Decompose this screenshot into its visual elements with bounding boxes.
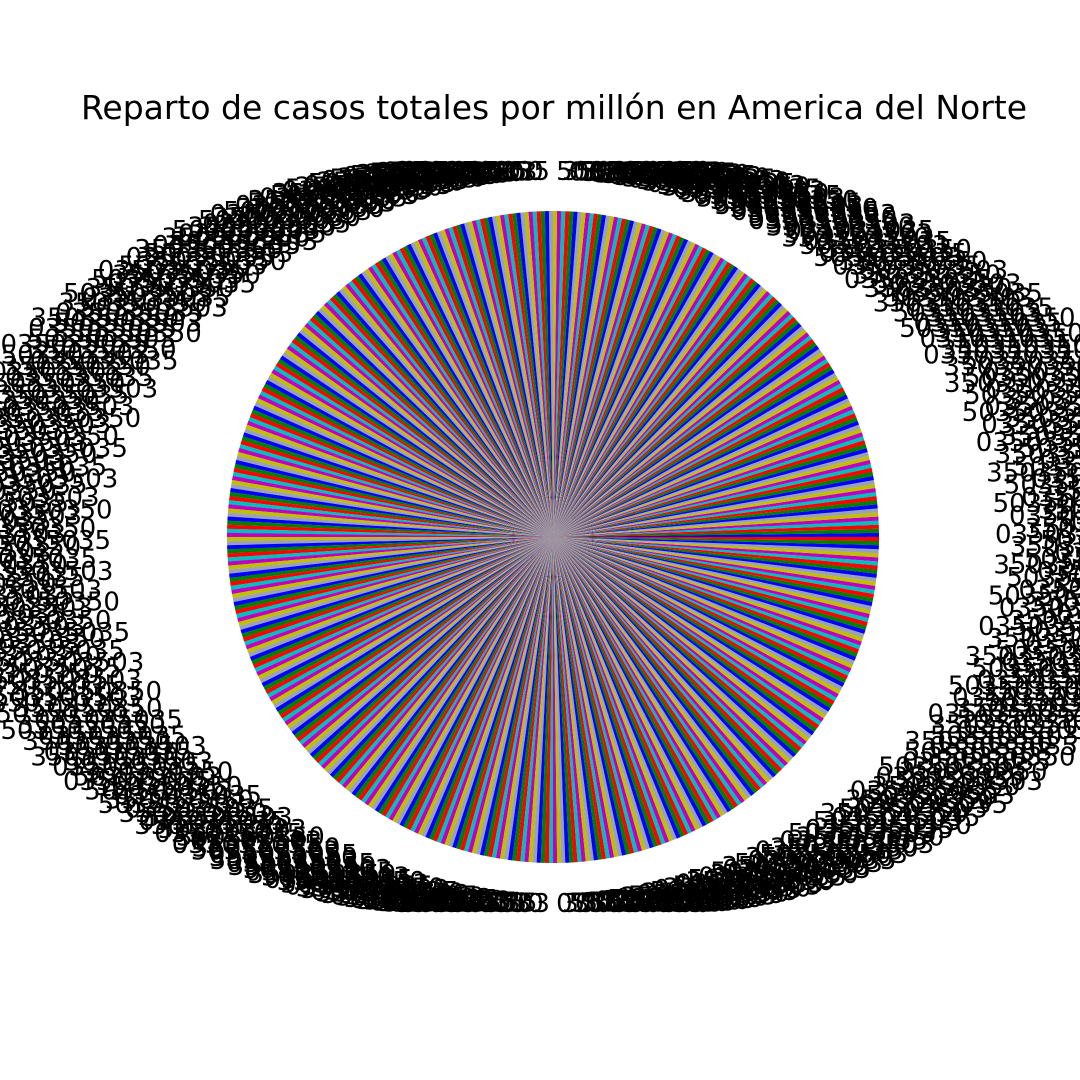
slice-label: 503503503 [1040, 526, 1080, 556]
slice-label: 503503503 [401, 889, 550, 919]
slice-label: 503503503 [556, 157, 705, 187]
pie-slices [227, 211, 879, 863]
